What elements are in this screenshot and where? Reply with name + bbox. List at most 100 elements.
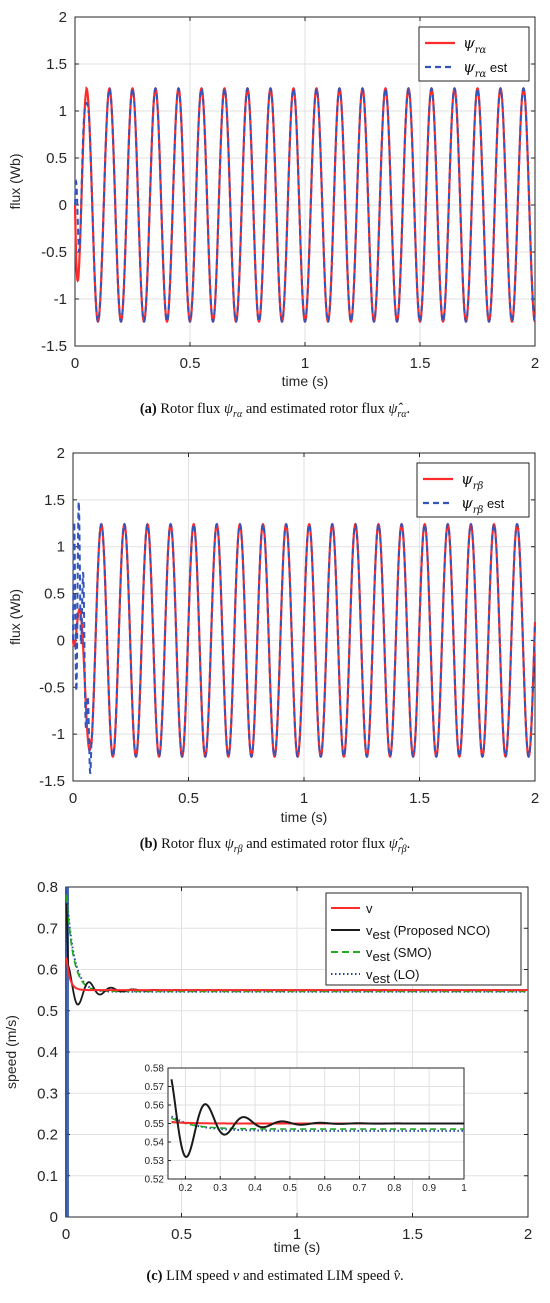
x-tick-label: 0 xyxy=(62,1226,70,1243)
text-part: Rotor flux xyxy=(157,836,224,852)
chart-panel-a: 0 0.5 1 1.5 2 -1.5 -1 -0.5 0 0.5 1 1.5 2 time (s) flux… xyxy=(7,9,539,420)
text-part: v xyxy=(366,967,373,982)
x-tick-label: 2 xyxy=(524,1226,532,1243)
text-part: rβ xyxy=(398,844,407,855)
text-part: and estimated LIM speed xyxy=(239,1268,393,1284)
text-part: v̂ xyxy=(394,1268,401,1284)
y-tick-label: 1 xyxy=(59,103,67,120)
y-tick-label: 0.2 xyxy=(37,1127,58,1144)
text-part: ψ xyxy=(461,470,473,488)
inset-series-LO xyxy=(170,1115,464,1132)
text-part: est xyxy=(483,496,504,511)
y-tick-label: 0.5 xyxy=(37,1003,58,1020)
x-tick-label: 1 xyxy=(300,790,308,807)
x-tick-label: 0 xyxy=(69,790,77,807)
y-tick-label: 0.3 xyxy=(37,1085,58,1102)
inset-y-tick-label: 0.58 xyxy=(145,1064,165,1075)
legend-entry: v xyxy=(366,901,373,916)
text-part: ψ xyxy=(461,494,473,512)
text-part: est xyxy=(486,60,507,75)
x-axis-label: time (s) xyxy=(281,809,328,825)
figure-caption: (a) Rotor flux ψrα and estimated rotor f… xyxy=(140,401,410,420)
inset-y-tick-label: 0.56 xyxy=(145,1101,165,1112)
legend-entry: ψrβ est xyxy=(461,494,505,516)
text-part: (Proposed NCO) xyxy=(390,923,490,938)
text-part: LIM speed xyxy=(162,1268,232,1284)
legend-box xyxy=(325,892,522,986)
text-part: (b) xyxy=(140,836,158,852)
x-tick-label: 0 xyxy=(71,355,79,372)
legend-entry: ψrβ xyxy=(461,470,484,492)
chart-panel-c: 0 0.5 1 1.5 2 0 0.1 0.2 0.3 0.4 0.5 0.6 0.7 0.8 0.2 0.3… xyxy=(3,879,532,1284)
legend-entry: ψrα est xyxy=(463,58,508,80)
text-part: (LO) xyxy=(390,967,420,982)
text-part: ψ xyxy=(225,836,235,852)
y-tick-label: -0.5 xyxy=(41,244,67,261)
y-tick-label: 0.7 xyxy=(37,920,58,937)
text-part: ψ xyxy=(224,401,234,417)
y-tick-label: -1 xyxy=(52,726,65,743)
text-part: . xyxy=(400,1268,404,1284)
text-part: v xyxy=(366,923,373,938)
legend-entry: vest (SMO) xyxy=(366,945,432,964)
text-part: rβ xyxy=(473,481,484,492)
text-part: (a) xyxy=(140,401,157,417)
inset-x-tick-label: 0.8 xyxy=(387,1183,401,1194)
inset-x-tick-label: 0.3 xyxy=(213,1183,227,1194)
text-part: ψ xyxy=(463,34,475,52)
text-part: est xyxy=(373,949,391,964)
x-tick-label: 1 xyxy=(301,355,309,372)
x-axis-label: time (s) xyxy=(282,373,329,389)
text-part: ψ xyxy=(463,58,475,76)
inset-y-tick-label: 0.55 xyxy=(145,1119,165,1130)
text-part: rα xyxy=(397,409,407,420)
series-line-v xyxy=(65,957,528,992)
y-tick-label: 0.1 xyxy=(37,1168,58,1185)
inset-y-tick-label: 0.54 xyxy=(145,1138,165,1149)
legend-entry: vest (Proposed NCO) xyxy=(366,923,490,942)
text-part: and estimated rotor flux xyxy=(242,401,388,417)
text-part: rα xyxy=(475,69,487,80)
inset-x-tick-label: 0.6 xyxy=(318,1183,332,1194)
x-tick-label: 0.5 xyxy=(171,1226,192,1243)
inset-plot: 0.2 0.3 0.4 0.5 0.6 0.7 0.8 0.9 1 0.52 0.53 0.54 0.5… xyxy=(145,1064,468,1195)
y-tick-label: 1 xyxy=(57,539,65,556)
y-tick-label: -1.5 xyxy=(41,338,67,355)
inset-series-SMO xyxy=(171,1117,464,1130)
y-tick-label: 0 xyxy=(50,1209,58,1226)
inset-x-tick-label: 0.4 xyxy=(248,1183,262,1194)
chart-panel-b: 0 0.5 1 1.5 2 -1.5 -1 -0.5 0 0.5 1 1.5 2 time (s) flux… xyxy=(7,445,539,855)
legend-box xyxy=(418,26,530,82)
text-part: est xyxy=(373,927,391,942)
x-axis-label: time (s) xyxy=(274,1239,321,1255)
y-tick-label: 0.4 xyxy=(37,1044,58,1061)
y-axis-label: flux (Wb) xyxy=(7,589,23,645)
inset-series-NCO xyxy=(170,1079,464,1158)
text-part: rβ xyxy=(234,844,243,855)
y-tick-label: 2 xyxy=(57,445,65,462)
y-tick-label: 0.5 xyxy=(44,586,65,603)
text-part: (SMO) xyxy=(390,945,432,960)
x-tick-label: 1 xyxy=(293,1226,301,1243)
inset-x-tick-label: 0.5 xyxy=(283,1183,297,1194)
legend-box xyxy=(416,462,530,518)
figure-caption: (c) LIM speed v and estimated LIM speed … xyxy=(146,1268,403,1284)
text-part: . xyxy=(407,401,411,417)
y-tick-label: 2 xyxy=(59,9,67,26)
y-tick-label: 0.6 xyxy=(37,962,58,979)
text-part: rα xyxy=(233,409,243,420)
y-tick-label: -1.5 xyxy=(39,773,65,790)
figure-caption: (b) Rotor flux ψrβ and estimated rotor f… xyxy=(140,836,411,855)
y-axis-label: speed (m/s) xyxy=(3,1015,19,1089)
text-part: rα xyxy=(475,45,487,56)
text-part: and estimated rotor flux xyxy=(243,836,389,852)
y-tick-label: -1 xyxy=(54,291,67,308)
y-tick-label: -0.5 xyxy=(39,679,65,696)
x-tick-label: 0.5 xyxy=(180,355,201,372)
series-line-ψ_rα est xyxy=(74,87,536,323)
x-tick-label: 0.5 xyxy=(178,790,199,807)
y-axis-label: flux (Wb) xyxy=(7,154,23,210)
